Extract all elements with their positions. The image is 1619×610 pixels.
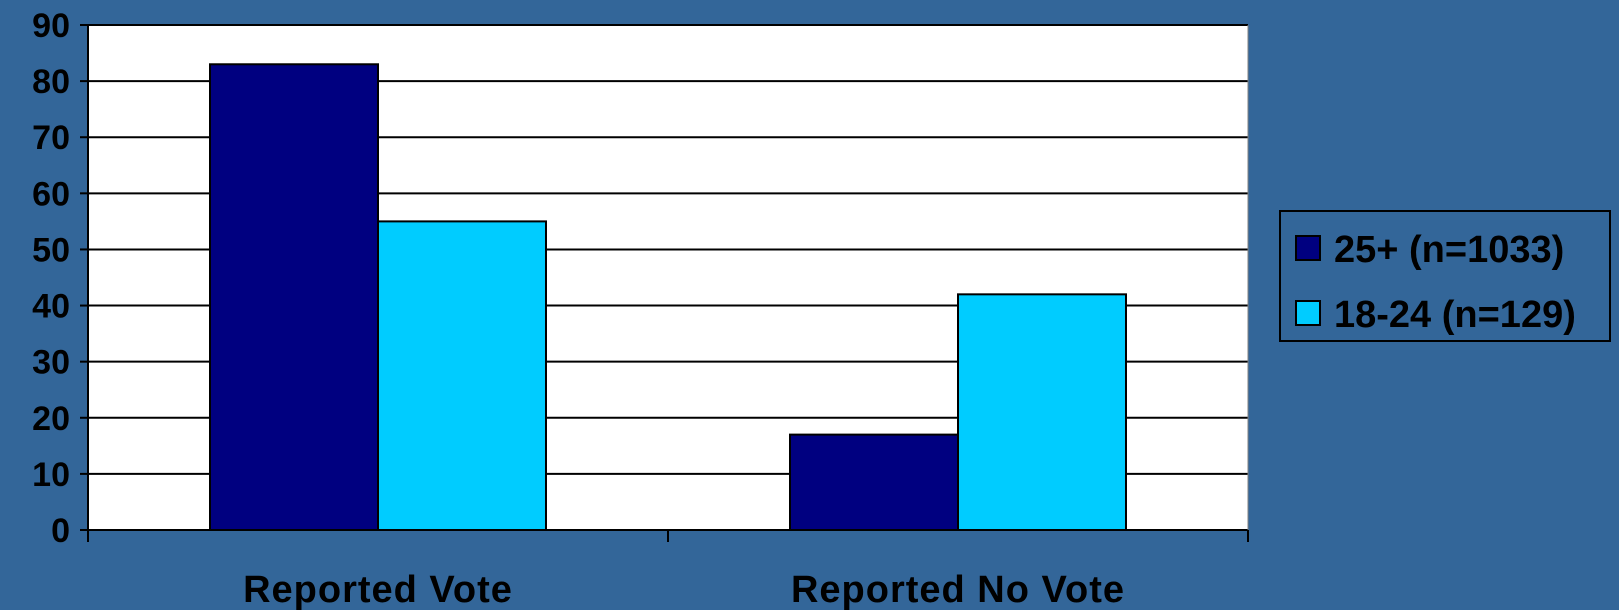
- legend-swatch-18-24: [1295, 300, 1321, 326]
- y-tick-label: 80: [32, 63, 70, 101]
- x-category-label: Reported Vote: [243, 569, 513, 610]
- x-category-label: Reported No Vote: [791, 569, 1125, 610]
- y-tick-labels: 0 10 20 30 40 50 60 70 80 90: [32, 7, 70, 550]
- bar-25-plus-reported-vote: [209, 63, 379, 532]
- bar-18-24-reported-vote: [377, 220, 547, 531]
- bars: [209, 63, 1127, 532]
- bar-18-24-reported-no-vote: [957, 293, 1127, 532]
- y-tick-label: 0: [51, 512, 70, 550]
- y-tick-label: 70: [32, 119, 70, 157]
- axes: [80, 24, 1249, 542]
- legend-box: [1279, 210, 1611, 342]
- y-tick-label: 20: [32, 400, 70, 438]
- category-labels: Reported Vote Reported No Vote: [243, 569, 1125, 610]
- bar-25-plus-reported-no-vote: [789, 433, 959, 531]
- legend-label-25-plus: 25+ (n=1033): [1334, 229, 1564, 271]
- y-tick-label: 40: [32, 288, 70, 326]
- y-tick-label: 30: [32, 344, 70, 382]
- y-tick-label: 10: [32, 456, 70, 494]
- y-tick-label: 90: [32, 7, 70, 45]
- y-tick-label: 60: [32, 175, 70, 213]
- legend: 25+ (n=1033) 18-24 (n=129): [1279, 210, 1611, 342]
- legend-label-18-24: 18-24 (n=129): [1334, 294, 1576, 336]
- y-tick-label: 50: [32, 231, 70, 269]
- legend-swatch-25-plus: [1295, 235, 1321, 261]
